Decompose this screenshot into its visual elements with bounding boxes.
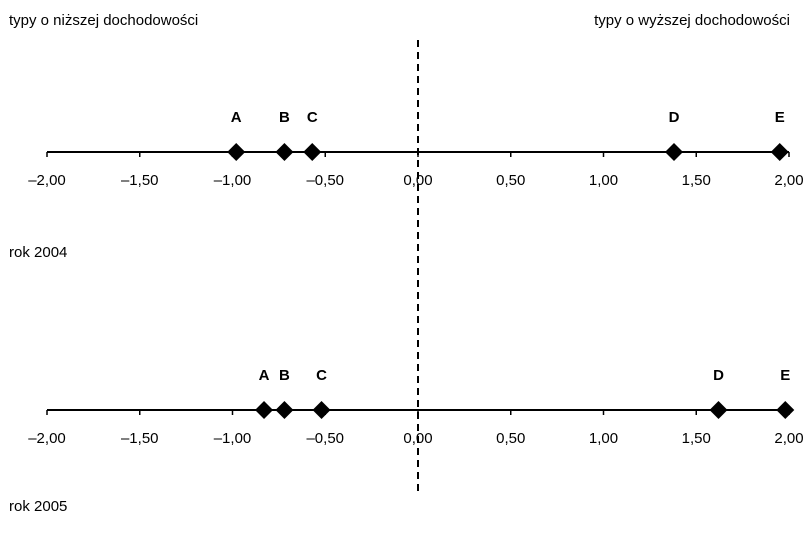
year-caption-2005: rok 2005 xyxy=(9,498,68,515)
chart-1-point-marker-c xyxy=(303,143,322,161)
chart-1-point-marker-e xyxy=(770,143,789,161)
chart-1-tick-label: –1,00 xyxy=(214,172,252,189)
chart-1-tick-label: –2,00 xyxy=(28,172,66,189)
chart-1-tick-label: 0,00 xyxy=(403,172,432,189)
chart-2-point-label-c: C xyxy=(316,367,327,384)
chart-2-point-marker-c xyxy=(312,401,331,419)
chart-2-tick-label: –1,50 xyxy=(121,430,159,447)
chart-2-tick-label: 2,00 xyxy=(774,430,803,447)
chart-2-point-label-a: A xyxy=(259,367,270,384)
lower-profitability-label: typy o niższej dochodowości xyxy=(9,12,199,29)
chart-1-point-marker-b xyxy=(275,143,294,161)
chart-1-point-label-c: C xyxy=(307,109,318,126)
year-caption-2004: rok 2004 xyxy=(9,244,68,261)
chart-1-tick-label: –1,50 xyxy=(121,172,159,189)
chart-2-tick-label: 1,00 xyxy=(589,430,618,447)
chart-2-tick-label: –0,50 xyxy=(306,430,344,447)
chart-1-tick-label: 2,00 xyxy=(774,172,803,189)
chart-1-tick-label: 1,50 xyxy=(682,172,711,189)
chart-2-point-marker-d xyxy=(709,401,728,419)
chart-2-point-label-b: B xyxy=(279,367,290,384)
chart-2-tick-label: –1,00 xyxy=(214,430,252,447)
chart-2-point-marker-b xyxy=(275,401,294,419)
higher-profitability-label: typy o wyższej dochodowości xyxy=(594,12,790,29)
chart-1-point-marker-a xyxy=(227,143,246,161)
chart-1-tick-label: –0,50 xyxy=(306,172,344,189)
chart-1-point-label-d: D xyxy=(669,109,680,126)
chart-1-tick-label: 1,00 xyxy=(589,172,618,189)
chart-2-tick-label: –2,00 xyxy=(28,430,66,447)
chart-2-tick-label: 1,50 xyxy=(682,430,711,447)
chart-1-point-label-a: A xyxy=(231,109,242,126)
chart-2-tick-label: 0,50 xyxy=(496,430,525,447)
chart-2-point-label-e: E xyxy=(780,367,790,384)
chart-1-point-label-e: E xyxy=(775,109,785,126)
chart-1-tick-label: 0,50 xyxy=(496,172,525,189)
chart-1-point-label-b: B xyxy=(279,109,290,126)
chart-1-point-marker-d xyxy=(664,143,683,161)
chart-2-point-marker-a xyxy=(255,401,274,419)
chart-2-tick-label: 0,00 xyxy=(403,430,432,447)
chart-2-point-label-d: D xyxy=(713,367,724,384)
chart-2-point-marker-e xyxy=(776,401,795,419)
